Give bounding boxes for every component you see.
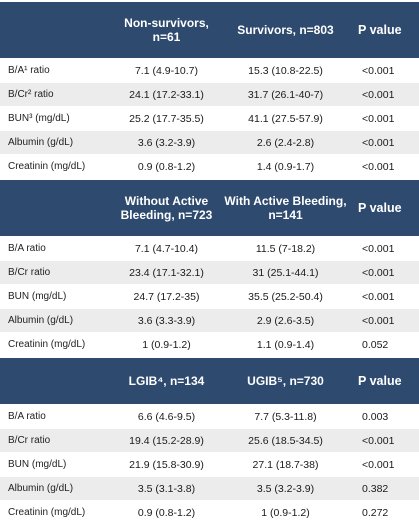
row-label: Creatinin (mg/dL) [0,155,110,180]
value-cell: 7.1 (4.7-10.4) [110,237,223,261]
p-value-header: P value [348,179,419,237]
p-value-cell: 0.382 [348,477,419,501]
value-cell: 24.7 (17.2-35) [110,285,223,309]
row-label: B/A¹ ratio [0,59,110,83]
row-label: B/Cr ratio [0,429,110,453]
value-cell: 27.1 (18.7-38) [223,453,348,477]
group-header: UGIB⁵, n=730 [223,357,348,405]
table-row: Creatinin (mg/dL)0.9 (0.8-1.2)1.4 (0.9-1… [0,155,419,180]
p-value-cell: <0.001 [348,131,419,155]
table-row: Albumin (g/dL)3.5 (3.1-3.8)3.5 (3.2-3.9)… [0,477,419,501]
header-blank-cell [0,357,110,405]
p-value-cell: 0.272 [348,501,419,524]
value-cell: 1 (0.9-1.2) [110,333,223,358]
row-label: Albumin (g/dL) [0,309,110,333]
value-cell: 19.4 (15.2-28.9) [110,429,223,453]
value-cell: 1 (0.9-1.2) [223,501,348,524]
value-cell: 35.5 (25.2-50.4) [223,285,348,309]
value-cell: 1.4 (0.9-1.7) [223,155,348,180]
value-cell: 25.2 (17.7-35.5) [110,107,223,131]
row-label: B/Cr² ratio [0,83,110,107]
p-value-cell: 0.052 [348,333,419,358]
table-row: Albumin (g/dL)3.6 (3.2-3.9)2.6 (2.4-2.8)… [0,131,419,155]
value-cell: 31.7 (26.1-40-7) [223,83,348,107]
p-value-header: P value [348,1,419,59]
p-value-cell: <0.001 [348,237,419,261]
value-cell: 41.1 (27.5-57.9) [223,107,348,131]
row-label: Creatinin (mg/dL) [0,501,110,524]
row-label: BUN³ (mg/dL) [0,107,110,131]
value-cell: 3.5 (3.1-3.8) [110,477,223,501]
p-value-cell: <0.001 [348,155,419,180]
p-value-cell: <0.001 [348,83,419,107]
row-label: B/Cr ratio [0,261,110,285]
p-value-cell: <0.001 [348,429,419,453]
value-cell: 1.1 (0.9-1.4) [223,333,348,358]
table-row: Creatinin (mg/dL)0.9 (0.8-1.2)1 (0.9-1.2… [0,501,419,524]
p-value-cell: <0.001 [348,59,419,83]
value-cell: 2.6 (2.4-2.8) [223,131,348,155]
value-cell: 21.9 (15.8-30.9) [110,453,223,477]
header-blank-cell [0,179,110,237]
row-label: BUN (mg/dL) [0,453,110,477]
value-cell: 3.6 (3.3-3.9) [110,309,223,333]
table-row: BUN³ (mg/dL)25.2 (17.7-35.5)41.1 (27.5-5… [0,107,419,131]
value-cell: 24.1 (17.2-33.1) [110,83,223,107]
row-label: B/A ratio [0,237,110,261]
header-blank-cell [0,1,110,59]
table-row: Creatinin (mg/dL)1 (0.9-1.2)1.1 (0.9-1.4… [0,333,419,358]
p-value-cell: <0.001 [348,453,419,477]
value-cell: 23.4 (17.1-32.1) [110,261,223,285]
value-cell: 11.5 (7-18.2) [223,237,348,261]
value-cell: 3.5 (3.2-3.9) [223,477,348,501]
group-header: Non-survivors,n=61 [110,1,223,59]
row-label: Albumin (g/dL) [0,477,110,501]
value-cell: 3.6 (3.2-3.9) [110,131,223,155]
value-cell: 6.6 (4.6-9.5) [110,405,223,429]
table-row: Albumin (g/dL)3.6 (3.3-3.9)2.9 (2.6-3.5)… [0,309,419,333]
p-value-cell: <0.001 [348,261,419,285]
row-label: Creatinin (mg/dL) [0,333,110,358]
value-cell: 31 (25.1-44.1) [223,261,348,285]
value-cell: 7.7 (5.3-11.8) [223,405,348,429]
p-value-cell: <0.001 [348,107,419,131]
row-label: BUN (mg/dL) [0,285,110,309]
p-value-cell: <0.001 [348,285,419,309]
group-header: Survivors, n=803 [223,1,348,59]
value-cell: 0.9 (0.8-1.2) [110,501,223,524]
p-value-header: P value [348,357,419,405]
value-cell: 7.1 (4.9-10.7) [110,59,223,83]
p-value-cell: 0.003 [348,405,419,429]
group-header: LGIB⁴, n=134 [110,357,223,405]
value-cell: 2.9 (2.6-3.5) [223,309,348,333]
row-label: Albumin (g/dL) [0,131,110,155]
value-cell: 0.9 (0.8-1.2) [110,155,223,180]
p-value-cell: <0.001 [348,309,419,333]
value-cell: 15.3 (10.8-22.5) [223,59,348,83]
group-header: With Active Bleeding,n=141 [223,179,348,237]
table-row: BUN (mg/dL)24.7 (17.2-35)35.5 (25.2-50.4… [0,285,419,309]
table-row: BUN (mg/dL)21.9 (15.8-30.9)27.1 (18.7-38… [0,453,419,477]
row-label: B/A ratio [0,405,110,429]
value-cell: 25.6 (18.5-34.5) [223,429,348,453]
